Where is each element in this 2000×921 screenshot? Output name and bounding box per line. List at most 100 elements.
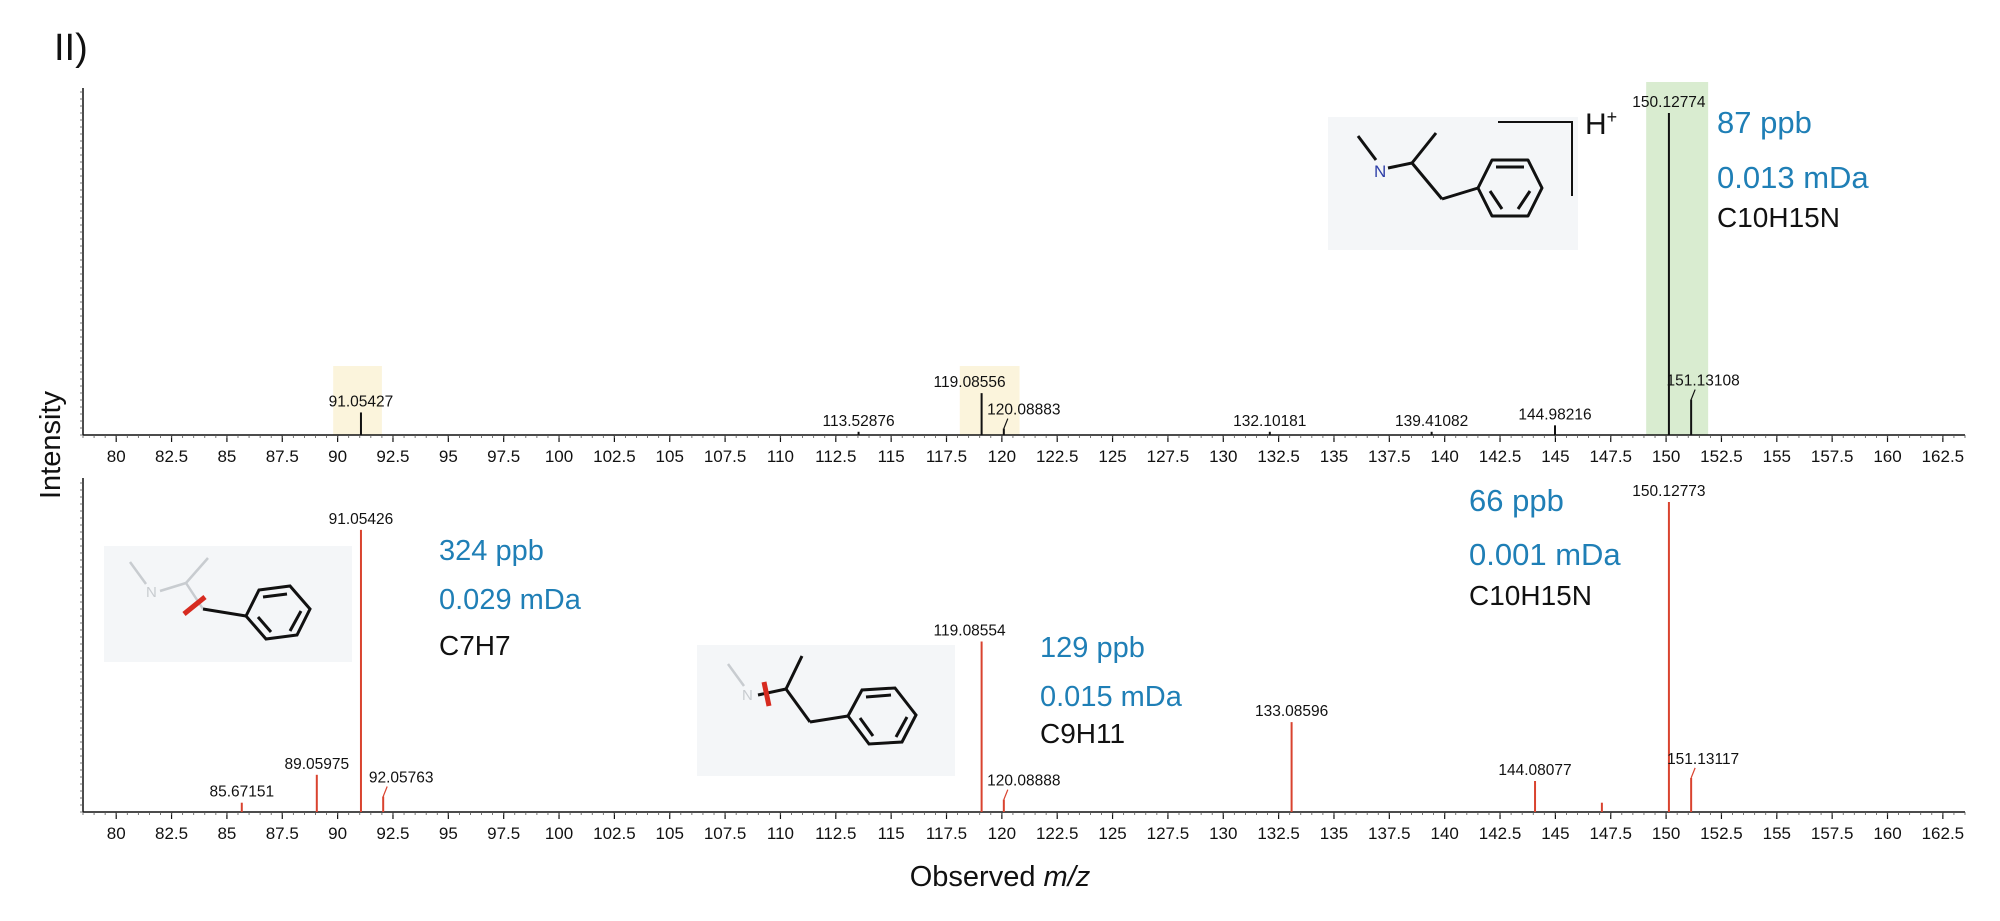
c9h11-structure-background [697, 645, 955, 776]
nitrogen-atom-label: N [1374, 162, 1386, 181]
c9h11-mda-annotation: 0.015 mDa [1040, 681, 1183, 713]
x-tick-label: 85 [217, 447, 236, 466]
peak-label: 144.08077 [1498, 762, 1571, 779]
peak-label: 120.08888 [987, 773, 1060, 790]
x-tick-label: 122.5 [1036, 447, 1079, 466]
bottom-peaks: 85.67151 89.05975 91.05426 92.05763 119.0855… [209, 483, 1739, 812]
peak-label: 89.05975 [284, 756, 349, 773]
peak-label-leader [1003, 789, 1009, 800]
x-tick-label: 90 [328, 447, 347, 466]
c7h7-ppb-annotation: 324 ppb [439, 535, 544, 567]
x-tick-label: 127.5 [1147, 447, 1190, 466]
x-tick-label: 160 [1873, 447, 1901, 466]
peak-label-leader [382, 786, 388, 797]
x-tick-label: 82.5 [155, 447, 188, 466]
c9h11-cleavage-mark [761, 681, 772, 707]
x-tick-label: 80 [107, 824, 126, 843]
top-ppb-annotation: 87 ppb [1717, 105, 1812, 140]
x-tick-label: 145 [1541, 447, 1569, 466]
x-tick-label: 115 [878, 824, 905, 843]
peak-label-leader [1690, 767, 1696, 779]
top-formula-annotation: C10H15N [1717, 202, 1840, 233]
x-tick-label: 100 [545, 447, 573, 466]
x-tick-label: 135 [1320, 447, 1348, 466]
x-tick-label: 137.5 [1368, 447, 1411, 466]
peak-label: 133.08596 [1255, 703, 1328, 720]
x-tick-label: 147.5 [1589, 824, 1632, 843]
x-tick-label: 112.5 [815, 447, 856, 466]
c7h7-fragment-structure: N [104, 546, 352, 662]
x-tick-label: 142.5 [1479, 824, 1522, 843]
c10h15n-mda-annotation: 0.001 mDa [1469, 537, 1621, 572]
x-axis-label: Observed m/z [910, 861, 1091, 893]
x-tick-label: 105 [656, 447, 684, 466]
peak-label: 113.52876 [823, 413, 895, 430]
highlight-band [959, 366, 1020, 435]
x-tick-label: 105 [656, 824, 684, 843]
peak-label: 150.12774 [1632, 94, 1706, 111]
highlight-band [333, 366, 382, 435]
x-tick-label: 95 [439, 447, 458, 466]
c7h7-formula-annotation: C7H7 [439, 630, 511, 661]
x-tick-label: 107.5 [704, 824, 747, 843]
x-tick-label: 82.5 [155, 824, 188, 843]
peak-label: 91.05426 [329, 511, 394, 528]
x-tick-label: 87.5 [266, 447, 299, 466]
x-tick-label: 140 [1430, 447, 1458, 466]
x-tick-label: 85 [217, 824, 236, 843]
x-tick-label: 125 [1098, 447, 1126, 466]
top-peaks: 91.05427 113.52876 119.08556 120.08883 132.1… [329, 94, 1740, 435]
protonation-bracket [1498, 121, 1573, 196]
x-tick-label: 150 [1652, 824, 1680, 843]
x-tick-label: 132.5 [1257, 824, 1300, 843]
x-tick-label: 120 [988, 447, 1016, 466]
x-tick-label: 132.5 [1257, 447, 1300, 466]
x-tick-label: 155 [1763, 447, 1791, 466]
x-tick-label: 155 [1763, 824, 1791, 843]
x-tick-label: 87.5 [266, 824, 299, 843]
x-tick-label: 142.5 [1479, 447, 1522, 466]
y-axis-label: Intensity [35, 391, 67, 499]
x-tick-label: 127.5 [1147, 824, 1190, 843]
x-tick-label: 135 [1320, 824, 1348, 843]
x-tick-label: 102.5 [593, 824, 636, 843]
c9h11-formula-annotation: C9H11 [1040, 718, 1125, 749]
protonation-label: H+ [1585, 107, 1617, 141]
x-tick-label: 157.5 [1811, 824, 1854, 843]
x-tick-label: 162.5 [1922, 447, 1965, 466]
panel-label: II) [54, 27, 88, 69]
top-axes: 80 82.5 85 87.5 90 92.5 95 97.5 100 102.5 105 107.5… [80, 88, 1966, 466]
top-mda-annotation: 0.013 mDa [1717, 160, 1869, 195]
precursor-structure-background [1328, 117, 1578, 250]
c7h7-cleavage-mark [182, 595, 207, 616]
c9h11-fragment-structure: N [697, 645, 955, 776]
x-tick-label: 157.5 [1811, 447, 1854, 466]
peak-label: 85.67151 [209, 784, 274, 801]
peak-label: 151.13108 [1666, 373, 1739, 390]
c10h15n-ppb-annotation: 66 ppb [1469, 483, 1564, 518]
top-highlight-bands [333, 82, 1709, 435]
x-tick-label: 110 [767, 824, 794, 843]
x-tick-label: 117.5 [926, 824, 967, 843]
peak-label: 119.08556 [934, 374, 1006, 391]
x-tick-label: 92.5 [376, 824, 409, 843]
x-tick-label: 160 [1873, 824, 1901, 843]
x-tick-label: 125 [1098, 824, 1126, 843]
peak-label: 144.98216 [1518, 406, 1591, 423]
peak-label: 92.05763 [369, 770, 434, 787]
x-tick-label: 115 [878, 447, 905, 466]
peak-label: 139.41082 [1395, 413, 1468, 430]
peak-label: 119.08554 [934, 623, 1006, 640]
c9h11-ppb-annotation: 129 ppb [1040, 632, 1145, 664]
peak-label: 150.12773 [1632, 483, 1705, 500]
peak-label-leader [1690, 389, 1696, 400]
x-tick-label: 102.5 [593, 447, 636, 466]
x-tick-label: 107.5 [704, 447, 747, 466]
x-tick-label: 120 [988, 824, 1016, 843]
x-tick-label: 130 [1209, 447, 1237, 466]
bottom-axes: 80 82.5 85 87.5 90 92.5 95 97.5 100 102.5 105 107.5… [80, 478, 1966, 843]
x-tick-label: 97.5 [487, 824, 520, 843]
x-tick-label: 90 [328, 824, 347, 843]
x-tick-label: 152.5 [1700, 824, 1743, 843]
